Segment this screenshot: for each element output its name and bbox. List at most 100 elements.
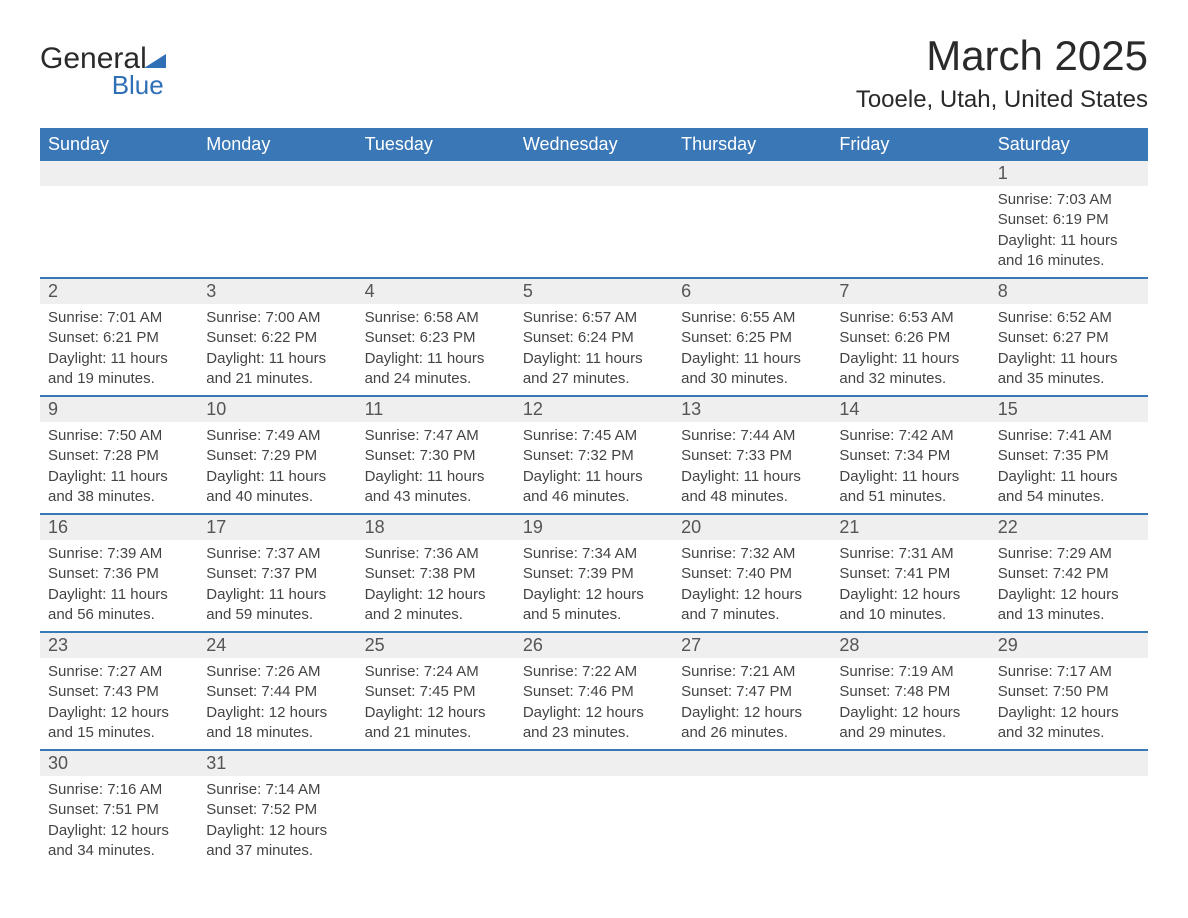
day-number-cell (357, 161, 515, 186)
day-detail-cell: Sunrise: 6:57 AMSunset: 6:24 PMDaylight:… (515, 304, 673, 396)
day-number-cell: 1 (990, 161, 1148, 186)
sunset-line: Sunset: 7:37 PM (206, 564, 348, 584)
sunset-line: Sunset: 7:33 PM (681, 446, 823, 466)
sunrise-line: Sunrise: 7:36 AM (365, 544, 507, 564)
daylight-line: Daylight: 12 hours and 37 minutes. (206, 821, 348, 862)
day-number-row: 23242526272829 (40, 632, 1148, 658)
sunset-line: Sunset: 7:45 PM (365, 682, 507, 702)
day-detail-row: Sunrise: 7:39 AMSunset: 7:36 PMDaylight:… (40, 540, 1148, 632)
sunrise-line: Sunrise: 7:45 AM (523, 426, 665, 446)
daylight-line: Daylight: 12 hours and 5 minutes. (523, 585, 665, 626)
day-number-row: 3031 (40, 750, 1148, 776)
sunset-line: Sunset: 6:19 PM (998, 210, 1140, 230)
sunset-line: Sunset: 6:23 PM (365, 328, 507, 348)
day-detail-cell: Sunrise: 7:29 AMSunset: 7:42 PMDaylight:… (990, 540, 1148, 632)
day-number-cell: 16 (40, 514, 198, 540)
sunset-line: Sunset: 7:43 PM (48, 682, 190, 702)
daylight-line: Daylight: 12 hours and 2 minutes. (365, 585, 507, 626)
weekday-header: Tuesday (357, 128, 515, 161)
day-detail-cell: Sunrise: 7:44 AMSunset: 7:33 PMDaylight:… (673, 422, 831, 514)
sunset-line: Sunset: 7:36 PM (48, 564, 190, 584)
sunrise-line: Sunrise: 7:19 AM (839, 662, 981, 682)
day-number-cell: 3 (198, 278, 356, 304)
day-detail-row: Sunrise: 7:50 AMSunset: 7:28 PMDaylight:… (40, 422, 1148, 514)
daylight-line: Daylight: 11 hours and 19 minutes. (48, 349, 190, 390)
daylight-line: Daylight: 11 hours and 40 minutes. (206, 467, 348, 508)
day-detail-cell: Sunrise: 7:03 AMSunset: 6:19 PMDaylight:… (990, 186, 1148, 278)
day-number-cell: 30 (40, 750, 198, 776)
day-detail-cell: Sunrise: 7:36 AMSunset: 7:38 PMDaylight:… (357, 540, 515, 632)
day-number-cell: 12 (515, 396, 673, 422)
day-number-cell (515, 161, 673, 186)
daylight-line: Daylight: 12 hours and 15 minutes. (48, 703, 190, 744)
daylight-line: Daylight: 11 hours and 32 minutes. (839, 349, 981, 390)
day-detail-cell: Sunrise: 7:14 AMSunset: 7:52 PMDaylight:… (198, 776, 356, 867)
day-detail-cell: Sunrise: 7:16 AMSunset: 7:51 PMDaylight:… (40, 776, 198, 867)
day-detail-cell: Sunrise: 6:58 AMSunset: 6:23 PMDaylight:… (357, 304, 515, 396)
day-number-cell (198, 161, 356, 186)
daylight-line: Daylight: 12 hours and 13 minutes. (998, 585, 1140, 626)
page-title: March 2025 (856, 32, 1148, 80)
sunset-line: Sunset: 7:34 PM (839, 446, 981, 466)
day-detail-cell: Sunrise: 6:55 AMSunset: 6:25 PMDaylight:… (673, 304, 831, 396)
sunrise-line: Sunrise: 7:14 AM (206, 780, 348, 800)
daylight-line: Daylight: 12 hours and 29 minutes. (839, 703, 981, 744)
day-detail-cell (673, 776, 831, 867)
sunrise-line: Sunrise: 7:31 AM (839, 544, 981, 564)
day-number-cell: 29 (990, 632, 1148, 658)
day-number-cell: 10 (198, 396, 356, 422)
day-number-cell: 28 (831, 632, 989, 658)
sunrise-line: Sunrise: 7:21 AM (681, 662, 823, 682)
sunrise-line: Sunrise: 7:49 AM (206, 426, 348, 446)
sunrise-line: Sunrise: 7:24 AM (365, 662, 507, 682)
sunrise-line: Sunrise: 6:58 AM (365, 308, 507, 328)
day-detail-cell: Sunrise: 7:37 AMSunset: 7:37 PMDaylight:… (198, 540, 356, 632)
weekday-header-row: SundayMondayTuesdayWednesdayThursdayFrid… (40, 128, 1148, 161)
day-number-cell: 31 (198, 750, 356, 776)
day-detail-cell: Sunrise: 7:22 AMSunset: 7:46 PMDaylight:… (515, 658, 673, 750)
daylight-line: Daylight: 12 hours and 34 minutes. (48, 821, 190, 862)
daylight-line: Daylight: 11 hours and 30 minutes. (681, 349, 823, 390)
day-number-cell: 14 (831, 396, 989, 422)
sunset-line: Sunset: 6:27 PM (998, 328, 1140, 348)
day-detail-cell: Sunrise: 7:19 AMSunset: 7:48 PMDaylight:… (831, 658, 989, 750)
day-number-row: 2345678 (40, 278, 1148, 304)
day-detail-cell: Sunrise: 7:27 AMSunset: 7:43 PMDaylight:… (40, 658, 198, 750)
day-detail-cell (990, 776, 1148, 867)
daylight-line: Daylight: 12 hours and 7 minutes. (681, 585, 823, 626)
day-number-cell: 2 (40, 278, 198, 304)
daylight-line: Daylight: 12 hours and 23 minutes. (523, 703, 665, 744)
calendar-table: SundayMondayTuesdayWednesdayThursdayFrid… (40, 128, 1148, 867)
daylight-line: Daylight: 12 hours and 18 minutes. (206, 703, 348, 744)
day-detail-cell: Sunrise: 7:31 AMSunset: 7:41 PMDaylight:… (831, 540, 989, 632)
daylight-line: Daylight: 11 hours and 59 minutes. (206, 585, 348, 626)
daylight-line: Daylight: 11 hours and 21 minutes. (206, 349, 348, 390)
daylight-line: Daylight: 11 hours and 35 minutes. (998, 349, 1140, 390)
day-number-row: 9101112131415 (40, 396, 1148, 422)
day-detail-cell: Sunrise: 7:00 AMSunset: 6:22 PMDaylight:… (198, 304, 356, 396)
day-detail-cell (515, 186, 673, 278)
sunrise-line: Sunrise: 7:39 AM (48, 544, 190, 564)
sunset-line: Sunset: 6:22 PM (206, 328, 348, 348)
sunset-line: Sunset: 7:32 PM (523, 446, 665, 466)
daylight-line: Daylight: 11 hours and 56 minutes. (48, 585, 190, 626)
day-number-cell (673, 161, 831, 186)
triangle-icon (144, 54, 166, 68)
sunset-line: Sunset: 7:44 PM (206, 682, 348, 702)
weekday-header: Friday (831, 128, 989, 161)
day-number-cell: 9 (40, 396, 198, 422)
day-number-cell: 4 (357, 278, 515, 304)
sunset-line: Sunset: 7:52 PM (206, 800, 348, 820)
sunrise-line: Sunrise: 7:00 AM (206, 308, 348, 328)
day-detail-cell (357, 776, 515, 867)
day-number-cell: 21 (831, 514, 989, 540)
daylight-line: Daylight: 12 hours and 21 minutes. (365, 703, 507, 744)
sunset-line: Sunset: 7:40 PM (681, 564, 823, 584)
day-detail-cell: Sunrise: 7:17 AMSunset: 7:50 PMDaylight:… (990, 658, 1148, 750)
header: General Blue March 2025 Tooele, Utah, Un… (40, 32, 1148, 114)
day-detail-cell: Sunrise: 7:41 AMSunset: 7:35 PMDaylight:… (990, 422, 1148, 514)
day-number-cell (831, 750, 989, 776)
daylight-line: Daylight: 11 hours and 27 minutes. (523, 349, 665, 390)
day-number-cell: 20 (673, 514, 831, 540)
sunset-line: Sunset: 7:50 PM (998, 682, 1140, 702)
